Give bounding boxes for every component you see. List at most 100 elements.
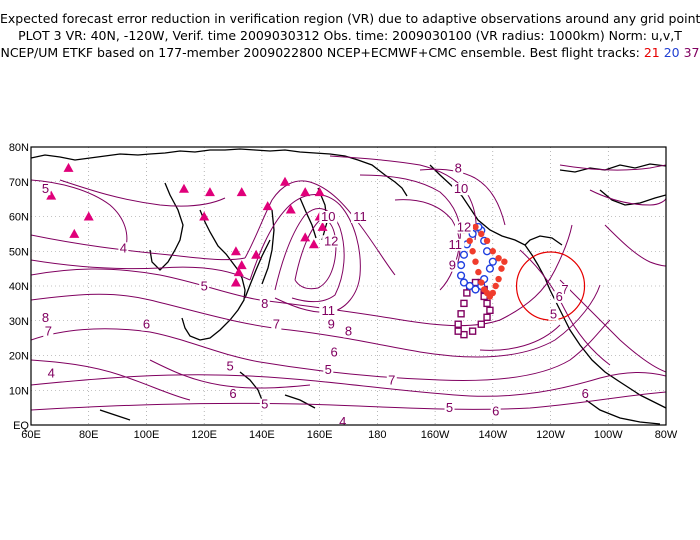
contour-label: 9 xyxy=(328,317,335,332)
contour-label-bg xyxy=(453,162,464,175)
grid-point-triangle xyxy=(262,201,273,211)
grid-point-triangle xyxy=(251,249,262,259)
lat-tick-label: 50N xyxy=(9,246,29,258)
contour-line xyxy=(31,234,246,261)
title-block: Expected forecast error reduction in ver… xyxy=(0,10,700,61)
track-20-point xyxy=(459,278,469,287)
contour-label: 5 xyxy=(227,358,234,373)
track-37-point xyxy=(477,320,485,328)
track-20-point xyxy=(465,281,474,291)
track-21-point xyxy=(478,230,485,238)
contour-label: 11 xyxy=(322,303,336,318)
lat-tick-label: 20N xyxy=(9,351,29,363)
grid-point-triangle xyxy=(233,267,244,277)
lon-tick-label: 160E xyxy=(307,429,333,441)
contour-line xyxy=(394,199,461,271)
contour-label-bg xyxy=(259,297,270,310)
contour-label-bg xyxy=(681,204,691,216)
track-21-point xyxy=(469,248,476,255)
contour-label-bg xyxy=(326,318,337,331)
track-21-point xyxy=(492,282,499,290)
contour-label-bg xyxy=(322,235,341,248)
lat-tick-label: 60N xyxy=(9,212,29,224)
lon-tick-label: 160W xyxy=(421,429,450,441)
track-21-point xyxy=(475,268,482,276)
contour-label: 8 xyxy=(261,296,268,311)
contour-label: 6 xyxy=(143,317,150,332)
track-21-point xyxy=(466,237,473,245)
lon-tick-label: 140W xyxy=(478,429,507,441)
contour-line xyxy=(244,180,396,276)
grid-point-triangle xyxy=(285,204,296,214)
contour-label-bg xyxy=(141,318,152,331)
track-21-point xyxy=(501,258,508,265)
contour-label-bg xyxy=(444,402,455,415)
contour-line xyxy=(519,249,611,366)
track-21-point xyxy=(483,237,491,245)
track-20-point xyxy=(485,264,495,273)
lon-tick-label: 120W xyxy=(536,429,565,441)
lon-tick-label: 180 xyxy=(368,429,386,441)
grid-point-triangle xyxy=(230,246,241,256)
title-line-3: NCEP/UM ETKF based on 177-member 2009022… xyxy=(0,44,700,61)
track-37-point xyxy=(486,306,494,315)
contour-label: 5 xyxy=(325,362,332,377)
contour-label: 10 xyxy=(321,209,335,224)
contour-label: 6 xyxy=(330,345,337,360)
contour-label: 6 xyxy=(492,404,499,419)
grid-point-triangle xyxy=(230,277,241,287)
track-21-point xyxy=(489,289,497,297)
title-line-2: PLOT 3 VR: 40N, -120W, Verif. time 20090… xyxy=(18,28,682,43)
lon-tick-label: 60E xyxy=(21,429,41,441)
lon-tick-label: 120E xyxy=(191,429,217,441)
contour-line xyxy=(559,279,666,373)
grid-point-triangle xyxy=(280,176,290,186)
contour-line xyxy=(31,259,251,281)
contour-line xyxy=(59,179,226,207)
track-20-point xyxy=(456,261,466,270)
lon-tick-label: 100E xyxy=(134,429,160,441)
contour-label-bg xyxy=(319,210,338,223)
contour-label: 7 xyxy=(273,317,280,332)
track-37-point xyxy=(483,313,491,321)
contour-label-bg xyxy=(199,280,210,293)
track-37-point xyxy=(468,327,477,335)
track-37-point xyxy=(454,327,462,335)
track-21-point xyxy=(472,223,479,231)
contour-label: 6 xyxy=(229,386,236,401)
contour-label-bg xyxy=(271,318,282,331)
lat-tick-label: 70N xyxy=(9,177,29,189)
contour-line xyxy=(479,324,561,351)
contour-label-bg xyxy=(454,221,473,234)
contour-label-bg xyxy=(343,325,354,338)
lon-tick-label: 80W xyxy=(655,429,678,441)
contour-label: 5 xyxy=(446,400,453,415)
grid-point-triangle xyxy=(63,162,74,172)
contour-label-bg xyxy=(446,238,465,251)
contour-label-bg xyxy=(259,398,270,411)
track-21-point xyxy=(489,248,497,255)
contour-label: 5 xyxy=(550,306,557,321)
lat-tick-label: 80N xyxy=(9,142,29,154)
contour-label-bg xyxy=(490,405,501,418)
contour-label: 4 xyxy=(339,414,346,429)
grid-point-triangle xyxy=(236,260,247,270)
lon-tick-label: 140E xyxy=(249,429,275,441)
contour-label: 9 xyxy=(449,258,456,273)
contour-label: 7 xyxy=(388,372,395,387)
contour-label: 6 xyxy=(582,386,589,401)
contour-label-bg xyxy=(40,183,51,196)
contour-label-bg xyxy=(228,388,239,401)
contour-label: 12 xyxy=(457,219,471,234)
contour-label: 5 xyxy=(261,397,268,412)
contour-label-bg xyxy=(559,283,570,296)
contour-label: 10 xyxy=(454,181,468,196)
grid-point-triangle xyxy=(317,221,328,231)
contour-label-bg xyxy=(118,242,129,255)
contour-label: 12 xyxy=(324,233,338,248)
contour-label-bg xyxy=(319,304,338,317)
contour-line xyxy=(31,372,666,397)
grid-point-triangle xyxy=(178,183,189,193)
track-21-point xyxy=(472,258,479,265)
track-20-point xyxy=(459,250,469,259)
